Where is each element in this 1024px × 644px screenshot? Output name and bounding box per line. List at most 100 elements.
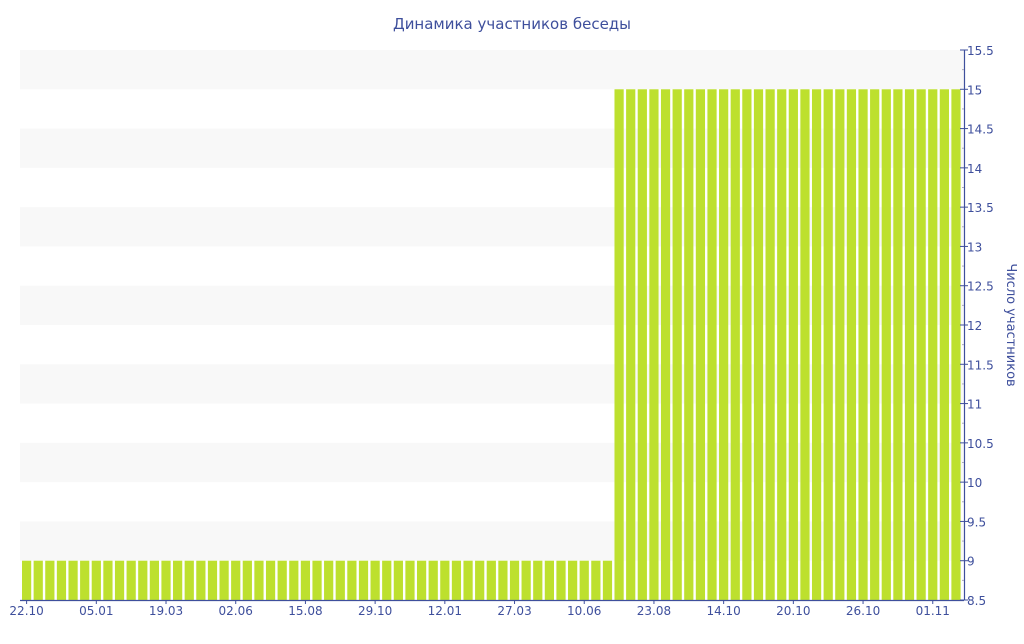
- bar: [68, 560, 78, 600]
- bar: [742, 89, 752, 601]
- grid-band: [20, 285, 964, 325]
- bar: [660, 89, 671, 601]
- bar: [533, 560, 543, 600]
- y-tick-label: 14.5: [967, 123, 994, 137]
- bar: [114, 560, 125, 600]
- bar: [277, 560, 287, 600]
- bar: [173, 560, 183, 600]
- x-tick-label: 19.03: [149, 604, 183, 618]
- bar: [486, 560, 496, 600]
- bar: [684, 89, 694, 601]
- x-tick-label: 02.06: [219, 604, 253, 618]
- x-axis: 22.10 05.01 19.03 02.06 15.08 29.10 12.01 27.03…: [9, 599, 964, 618]
- bar: [904, 89, 915, 601]
- y-tick-label: 12.5: [967, 280, 994, 294]
- bar: [161, 560, 171, 600]
- bar: [33, 560, 43, 600]
- y-tick-label: 15: [967, 83, 982, 97]
- bar: [254, 560, 264, 600]
- bar: [184, 560, 194, 600]
- y-tick-label: 12: [967, 319, 982, 333]
- y-tick-label: 9.5: [967, 515, 986, 529]
- y-tick-label: 13: [967, 240, 982, 254]
- bar: [138, 560, 148, 600]
- grid-band: [20, 521, 964, 561]
- bar: [324, 560, 334, 600]
- bar: [811, 89, 822, 601]
- bar: [951, 89, 961, 601]
- chart-title: Динамика участников беседы: [393, 15, 631, 33]
- bar: [196, 560, 206, 600]
- bar: [358, 560, 369, 600]
- bar: [637, 89, 647, 601]
- bar: [242, 560, 252, 600]
- x-tick-label: 29.10: [358, 604, 392, 618]
- bar: [428, 560, 438, 600]
- y-tick-label: 10: [967, 476, 982, 490]
- x-tick-label: 27.03: [497, 604, 531, 618]
- bar: [730, 89, 740, 601]
- bar: [521, 560, 531, 600]
- bar: [475, 560, 485, 600]
- y-tick-label: 13.5: [967, 201, 994, 215]
- bar: [591, 560, 601, 600]
- bar: [265, 560, 276, 600]
- bar: [765, 89, 775, 601]
- x-tick-label: 22.10: [9, 604, 43, 618]
- bar: [719, 89, 729, 601]
- bar: [416, 560, 427, 600]
- bar: [370, 560, 380, 600]
- bar: [800, 89, 810, 601]
- bar: [916, 89, 926, 601]
- x-tick-label: 20.10: [776, 604, 810, 618]
- bar: [788, 89, 798, 601]
- bar: [300, 560, 311, 600]
- x-tick-label: 26.10: [846, 604, 880, 618]
- bar: [672, 89, 682, 601]
- y-tick-label: 15.5: [967, 44, 994, 58]
- bar: [823, 89, 833, 601]
- bar: [579, 560, 589, 600]
- bar: [103, 560, 113, 600]
- x-tick-label: 10.06: [567, 604, 601, 618]
- bar: [568, 560, 578, 600]
- grid-band: [20, 128, 964, 168]
- bars: [22, 89, 961, 601]
- bar: [219, 560, 229, 600]
- bar: [753, 89, 764, 601]
- bar: [614, 89, 624, 601]
- x-tick-label: 05.01: [79, 604, 113, 618]
- bar: [405, 560, 415, 600]
- grid-band: [20, 364, 964, 404]
- bar: [382, 560, 392, 600]
- y-tick-label: 9: [967, 555, 975, 569]
- bar: [22, 560, 32, 600]
- bar: [509, 560, 520, 600]
- y-tick-label: 11: [967, 398, 982, 412]
- bar: [393, 560, 403, 600]
- bar: [335, 560, 345, 600]
- bar: [207, 560, 218, 600]
- bar: [649, 89, 659, 601]
- bar: [80, 560, 90, 600]
- x-tick-label: 15.08: [288, 604, 322, 618]
- bar: [928, 89, 938, 601]
- bar: [695, 89, 706, 601]
- bar: [451, 560, 462, 600]
- bar: [56, 560, 67, 600]
- y-tick-label: 11.5: [967, 358, 994, 372]
- y-axis-label: Число участников: [1003, 263, 1018, 386]
- bar: [126, 560, 136, 600]
- bar: [881, 89, 891, 601]
- grid-bands: [20, 50, 964, 561]
- y-tick-label: 14: [967, 162, 982, 176]
- bar: [846, 89, 857, 601]
- bar: [893, 89, 903, 601]
- bar: [498, 560, 508, 600]
- bar: [45, 560, 55, 600]
- x-tick-label: 23.08: [637, 604, 671, 618]
- bar: [626, 89, 636, 601]
- bar: [602, 560, 613, 600]
- grid-band: [20, 207, 964, 247]
- x-tick-label: 14.10: [706, 604, 740, 618]
